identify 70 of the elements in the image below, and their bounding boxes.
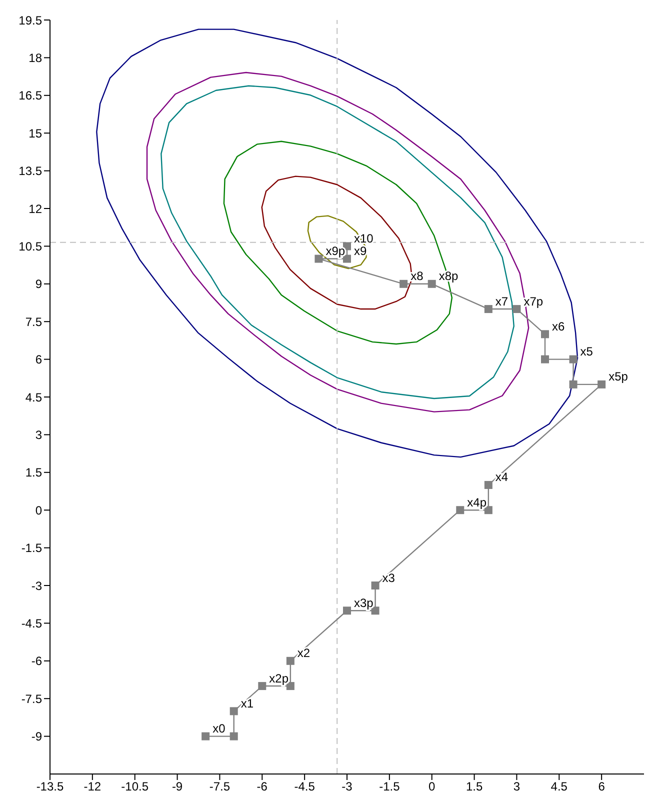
point (569, 355, 578, 364)
y-tick-label: 1.5 (25, 466, 42, 480)
point (541, 355, 549, 364)
x-tick-label: -3 (342, 780, 353, 794)
point (230, 732, 238, 740)
x-tick-label: -6 (256, 780, 268, 794)
annotation: x2 (297, 646, 310, 660)
x-tick-label: 3 (513, 780, 520, 794)
point (343, 606, 351, 615)
annotation: x1 (240, 696, 254, 710)
y-tick-label: 13.5 (18, 164, 42, 178)
point (484, 480, 492, 489)
y-tick-label: 6 (35, 352, 42, 367)
point (230, 707, 238, 716)
y-tick-label: -6 (31, 654, 42, 668)
y-tick-label: 3 (35, 428, 42, 442)
point (286, 656, 294, 665)
y-tick-label: 0 (35, 503, 42, 518)
annotation: x4 (495, 470, 508, 484)
point (541, 330, 549, 338)
y-tick-label: 4.5 (25, 390, 42, 404)
annotation: x5 (580, 344, 594, 359)
x-tick-label: 4.5 (550, 780, 568, 794)
y-tick-label: -1.5 (21, 541, 42, 556)
point (202, 732, 210, 740)
y-tick-label: -9 (31, 730, 42, 744)
annotation: x3p (354, 596, 374, 610)
annotation: x6 (552, 319, 565, 334)
point (371, 582, 380, 590)
point (456, 506, 464, 514)
point (314, 254, 323, 263)
x-tick-label: -10.5 (121, 780, 149, 794)
point (598, 380, 606, 388)
annotation: x4p (467, 495, 487, 510)
y-tick-label: -3 (31, 578, 42, 593)
point (371, 606, 380, 615)
annotation: x3 (382, 570, 396, 585)
x-tick-label: -1.5 (379, 780, 400, 794)
point (484, 305, 492, 314)
annotation: x5p (608, 370, 628, 384)
x-tick-label: -9 (172, 780, 183, 794)
x-tick-label: -12 (84, 780, 102, 794)
point (569, 380, 578, 388)
y-tick-label: -4.5 (21, 616, 42, 630)
y-tick-label: 7.5 (25, 314, 42, 329)
point (400, 280, 408, 288)
y-tick-label: 9 (35, 277, 42, 292)
y-tick-label: -7.5 (21, 692, 42, 706)
x-tick-label: 0 (428, 780, 436, 794)
x-tick-label: -7.5 (209, 780, 230, 794)
point (286, 682, 294, 690)
x-tick-label: 1.5 (466, 780, 483, 794)
x-tick-label: 6 (598, 780, 606, 794)
point (484, 506, 492, 514)
x-tick-label: -4.5 (294, 780, 316, 794)
y-tick-label: 15 (28, 126, 42, 140)
point (512, 305, 521, 314)
point (258, 682, 266, 690)
y-tick-label: 18 (28, 50, 42, 65)
point (343, 254, 351, 263)
annotation: x2p (269, 671, 289, 686)
annotation: x7 (495, 294, 508, 308)
x-tick-label: -13.5 (36, 780, 64, 794)
y-tick-label: 19.5 (18, 13, 42, 28)
y-tick-label: 16.5 (18, 88, 42, 103)
y-tick-label: 10.5 (18, 239, 42, 254)
y-tick-label: 12 (28, 202, 42, 216)
point (428, 280, 436, 288)
annotation: x9p (326, 244, 346, 258)
annotation: x0 (212, 722, 226, 736)
